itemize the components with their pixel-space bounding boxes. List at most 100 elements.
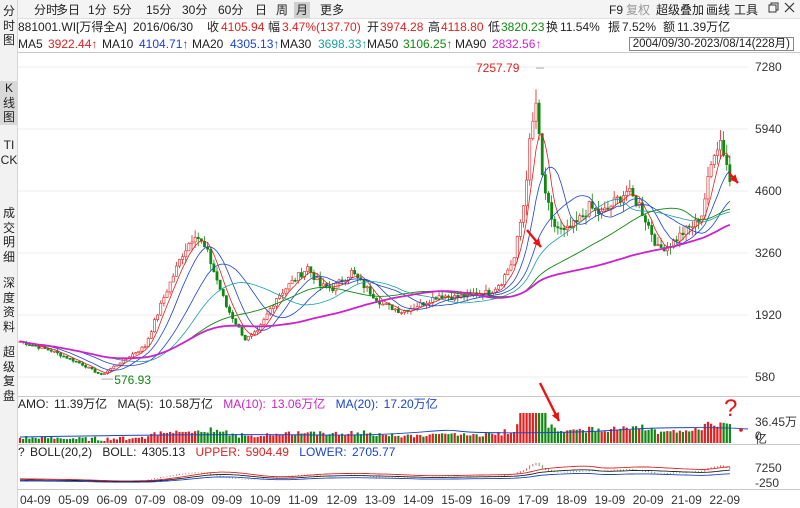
period-more[interactable]: 更多	[320, 3, 345, 17]
kline-chart[interactable]: 7257.79 576.93?	[18, 53, 800, 490]
period-30min[interactable]: 30分	[182, 3, 208, 17]
volume-bar	[616, 429, 619, 443]
price-tick: 5940	[755, 122, 782, 136]
volume-ma-line	[19, 427, 749, 438]
volume-bar	[250, 435, 253, 443]
period-5min[interactable]: 5分	[113, 3, 132, 17]
nav-kline[interactable]: K线图	[0, 81, 18, 125]
boll-indicator-name[interactable]: BOLL(20,2)	[30, 445, 93, 459]
candle-body	[284, 288, 288, 294]
restore-window-icon[interactable]	[766, 1, 780, 17]
volume-bar	[237, 437, 241, 443]
draw-line-button[interactable]: 画线	[706, 3, 731, 17]
candle-body	[312, 272, 316, 281]
volume-bar	[300, 433, 303, 443]
volume-bar	[375, 436, 378, 443]
bar-date: 2016/06/30	[133, 20, 194, 34]
volume-bar	[503, 429, 506, 443]
volume-bar	[65, 439, 69, 443]
candle-body	[550, 202, 554, 220]
volume-bar	[84, 437, 87, 443]
period-1min[interactable]: 1分	[88, 3, 107, 17]
volume-bar	[713, 425, 716, 443]
period-60min[interactable]: 60分	[218, 3, 244, 17]
nav-intraday[interactable]: 分时图	[2, 4, 15, 47]
nav-super-review[interactable]: 超级复盘	[2, 345, 15, 403]
volume-bar	[559, 430, 563, 443]
candle-body	[215, 271, 219, 281]
nav-tick[interactable]: TICK	[0, 138, 18, 167]
amplitude-value: 7.52%	[622, 20, 657, 34]
x-tick: 17-09	[517, 493, 549, 507]
period-week[interactable]: 周	[276, 3, 289, 17]
volume-bar	[531, 413, 534, 443]
volume-bar	[162, 432, 165, 443]
volume-bar	[425, 436, 428, 443]
volume-bar	[706, 421, 710, 443]
x-tick: 10-09	[249, 493, 281, 507]
candle-body	[365, 286, 369, 289]
restore-button[interactable]: 复权	[626, 3, 651, 17]
candle-body	[384, 303, 388, 305]
close-icon[interactable]	[782, 1, 796, 17]
nav-trade-detail[interactable]: 成交明细	[2, 206, 15, 264]
volume-bar	[269, 435, 272, 443]
volume-bar	[591, 426, 594, 443]
period-intraday[interactable]: 分时	[34, 3, 59, 17]
period-15min[interactable]: 15分	[146, 3, 172, 17]
ma20-label: MA20	[192, 37, 224, 51]
question-mark-annotation: ?	[724, 395, 737, 422]
nav-depth-data[interactable]: 深度资料	[2, 276, 15, 334]
volume-bar	[628, 429, 631, 443]
candle-body	[306, 266, 310, 272]
candle-body	[59, 352, 63, 357]
tools-button[interactable]: 工具	[734, 3, 759, 17]
close-label: 收	[207, 20, 220, 34]
period-month[interactable]: 月	[294, 2, 311, 18]
candle-body	[140, 346, 144, 352]
candle-body	[712, 155, 716, 165]
volume-bar	[469, 435, 472, 443]
price-tick: 7280	[755, 60, 782, 74]
x-tick: 12-09	[326, 493, 358, 507]
ma20-value: 4305.13↑	[230, 37, 280, 51]
amo-value: 11.39万亿	[54, 397, 108, 411]
volume-bar	[290, 435, 294, 443]
overlay-button[interactable]: 超级叠加	[656, 3, 705, 17]
candle-body	[199, 238, 203, 242]
volume-bar	[184, 431, 187, 443]
volume-bar	[109, 440, 112, 443]
candle-body	[690, 226, 694, 229]
volume-bar	[387, 436, 391, 443]
candle-body	[609, 205, 613, 209]
date-range-selector[interactable]: 2004/09/30-2023/08/14(228月)	[628, 37, 794, 51]
volume-bar	[187, 431, 190, 443]
boll-help-marker[interactable]: ?	[18, 445, 25, 459]
candle-body	[725, 155, 729, 165]
f9-button[interactable]: F9	[609, 3, 624, 17]
volume-bar	[366, 433, 369, 443]
volume-bar	[725, 423, 728, 443]
volume-bar	[200, 432, 203, 443]
candle-body	[578, 215, 582, 223]
candle-body	[634, 195, 638, 206]
period-multi-day[interactable]: 多日	[56, 3, 81, 17]
period-day[interactable]: 日	[255, 3, 268, 17]
volume-bar	[684, 430, 688, 443]
boll-legend-row: ? BOLL(20,2) BOLL: 4305.13 UPPER: 5904.4…	[18, 445, 402, 460]
candle-body	[68, 358, 72, 360]
x-tick: 09-09	[211, 493, 243, 507]
volume-bar	[272, 435, 275, 443]
candle-body	[293, 279, 297, 282]
volume-bar	[563, 432, 566, 443]
volume-bar	[625, 427, 628, 443]
candle-body	[159, 302, 163, 316]
price-tick: 4600	[755, 184, 782, 198]
volume-bar	[450, 433, 453, 443]
boll-axis-bottom: -250	[755, 476, 780, 490]
candle-body	[112, 365, 116, 369]
volume-bar	[487, 432, 491, 443]
ma90-label: MA90	[455, 37, 487, 51]
volume-bar	[278, 434, 281, 443]
candle-body	[368, 286, 372, 295]
